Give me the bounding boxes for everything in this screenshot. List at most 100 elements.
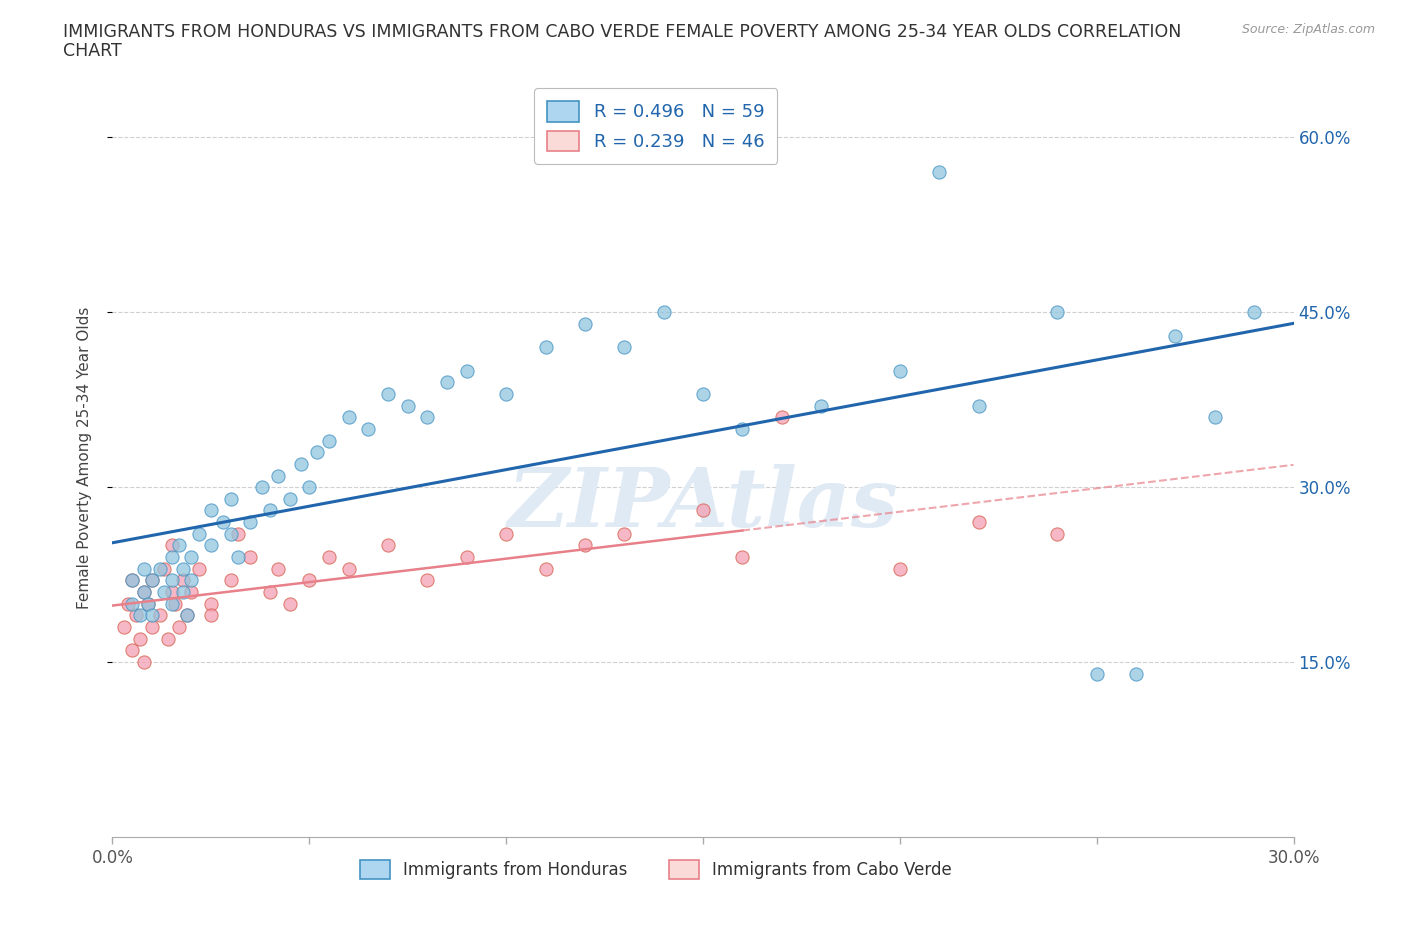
Point bbox=[219, 526, 242, 541]
Point bbox=[219, 491, 242, 506]
Point bbox=[377, 538, 399, 553]
Point bbox=[152, 585, 174, 600]
Point bbox=[692, 503, 714, 518]
Point bbox=[180, 573, 202, 588]
Point bbox=[121, 596, 143, 611]
Point bbox=[160, 550, 183, 565]
Point bbox=[165, 596, 187, 611]
Point bbox=[810, 398, 832, 413]
Point bbox=[534, 339, 557, 354]
Point bbox=[318, 550, 340, 565]
Point bbox=[534, 562, 557, 577]
Point bbox=[1204, 410, 1226, 425]
Text: CHART: CHART bbox=[63, 42, 122, 60]
Text: ZIPAtlas: ZIPAtlas bbox=[508, 463, 898, 543]
Point bbox=[770, 410, 793, 425]
Point bbox=[228, 550, 250, 565]
Point bbox=[180, 550, 202, 565]
Point bbox=[278, 491, 301, 506]
Text: IMMIGRANTS FROM HONDURAS VS IMMIGRANTS FROM CABO VERDE FEMALE POVERTY AMONG 25-3: IMMIGRANTS FROM HONDURAS VS IMMIGRANTS F… bbox=[63, 23, 1181, 41]
Point bbox=[1125, 666, 1147, 681]
Point bbox=[1046, 305, 1069, 320]
Point bbox=[239, 514, 262, 529]
Point bbox=[121, 573, 143, 588]
Point bbox=[307, 445, 329, 459]
Point bbox=[1046, 526, 1069, 541]
Point bbox=[132, 585, 155, 600]
Point bbox=[396, 398, 419, 413]
Point bbox=[889, 363, 911, 378]
Point bbox=[160, 596, 183, 611]
Point bbox=[219, 573, 242, 588]
Point bbox=[239, 550, 262, 565]
Point bbox=[731, 550, 754, 565]
Point bbox=[337, 562, 360, 577]
Point bbox=[136, 596, 159, 611]
Point bbox=[200, 596, 222, 611]
Point bbox=[416, 573, 439, 588]
Legend: Immigrants from Honduras, Immigrants from Cabo Verde: Immigrants from Honduras, Immigrants fro… bbox=[353, 853, 959, 885]
Point bbox=[495, 526, 517, 541]
Point bbox=[132, 585, 155, 600]
Point bbox=[200, 503, 222, 518]
Point bbox=[731, 421, 754, 436]
Point bbox=[652, 305, 675, 320]
Point bbox=[298, 480, 321, 495]
Point bbox=[152, 562, 174, 577]
Point bbox=[318, 433, 340, 448]
Point bbox=[200, 608, 222, 623]
Point bbox=[211, 514, 233, 529]
Point bbox=[141, 573, 163, 588]
Point bbox=[160, 538, 183, 553]
Point bbox=[117, 596, 139, 611]
Point bbox=[259, 585, 281, 600]
Point bbox=[1243, 305, 1265, 320]
Point bbox=[377, 387, 399, 402]
Point bbox=[172, 573, 194, 588]
Point bbox=[456, 363, 478, 378]
Point bbox=[180, 585, 202, 600]
Point bbox=[1164, 328, 1187, 343]
Point bbox=[495, 387, 517, 402]
Point bbox=[613, 339, 636, 354]
Point bbox=[160, 573, 183, 588]
Point bbox=[176, 608, 198, 623]
Point bbox=[967, 398, 990, 413]
Point bbox=[928, 165, 950, 179]
Point bbox=[132, 562, 155, 577]
Point bbox=[574, 538, 596, 553]
Point bbox=[156, 631, 179, 646]
Point bbox=[416, 410, 439, 425]
Text: Source: ZipAtlas.com: Source: ZipAtlas.com bbox=[1241, 23, 1375, 36]
Point bbox=[967, 514, 990, 529]
Point bbox=[141, 608, 163, 623]
Point bbox=[169, 619, 191, 634]
Point bbox=[149, 608, 172, 623]
Point bbox=[267, 562, 290, 577]
Point bbox=[613, 526, 636, 541]
Point bbox=[172, 585, 194, 600]
Point bbox=[112, 619, 135, 634]
Point bbox=[337, 410, 360, 425]
Point bbox=[132, 655, 155, 670]
Point bbox=[574, 316, 596, 331]
Point bbox=[176, 608, 198, 623]
Point bbox=[1085, 666, 1108, 681]
Point bbox=[267, 468, 290, 483]
Point bbox=[298, 573, 321, 588]
Point bbox=[259, 503, 281, 518]
Point bbox=[188, 526, 211, 541]
Y-axis label: Female Poverty Among 25-34 Year Olds: Female Poverty Among 25-34 Year Olds bbox=[77, 307, 91, 609]
Point bbox=[172, 562, 194, 577]
Point bbox=[125, 608, 148, 623]
Point bbox=[290, 457, 312, 472]
Point bbox=[228, 526, 250, 541]
Point bbox=[456, 550, 478, 565]
Point bbox=[200, 538, 222, 553]
Point bbox=[141, 573, 163, 588]
Point bbox=[149, 562, 172, 577]
Point bbox=[136, 596, 159, 611]
Point bbox=[357, 421, 380, 436]
Point bbox=[188, 562, 211, 577]
Point bbox=[278, 596, 301, 611]
